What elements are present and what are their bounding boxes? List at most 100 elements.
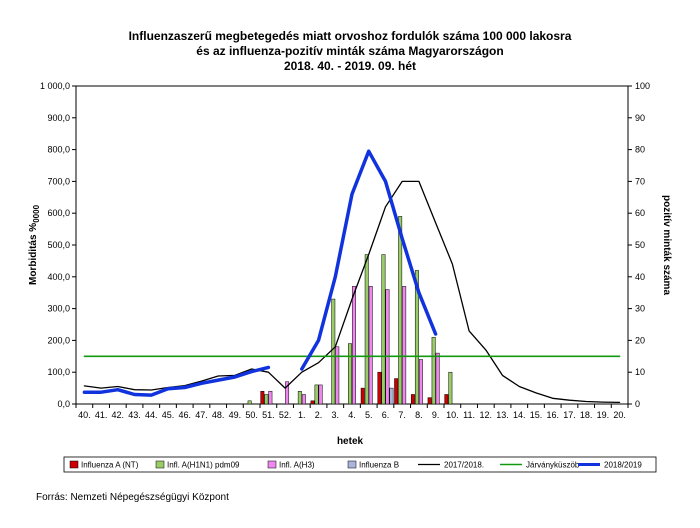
- left-tick-label: 800,0: [47, 145, 70, 155]
- left-tick-label: 700,0: [47, 176, 70, 186]
- x-tick-label: 43.: [128, 410, 141, 420]
- x-axis-ticks: 40. 41. 42. 43. 44. 45. 46. 47. 48. 49. 50. 51. 52. 1…: [75, 404, 629, 420]
- chart-title-line-1: Influenzaszerű megbetegedés miatt orvosh…: [129, 29, 572, 43]
- right-tick-label: 90: [635, 113, 645, 123]
- legend: Influenza A (NT) Infl. A(H1N1) pdm09 Infl.…: [69, 460, 642, 470]
- legend-label-4: 2017/2018.: [444, 461, 484, 470]
- x-axis-label: hetek: [337, 436, 364, 447]
- right-tick-label: 30: [635, 304, 645, 314]
- x-tick-label: 17.: [563, 410, 576, 420]
- legend-label-6: 2018/2019: [604, 461, 642, 470]
- x-tick-label: 50.: [245, 410, 258, 420]
- line-series-0: [83, 180, 621, 404]
- bar-0-11: [260, 391, 265, 405]
- x-tick-label: 12.: [480, 410, 493, 420]
- right-tick-label: 50: [635, 240, 645, 250]
- left-tick-label: 100,0: [47, 367, 70, 377]
- x-tick-label: 6.: [382, 410, 390, 420]
- bar-2-12: [285, 381, 290, 405]
- right-tick-label: 0: [635, 399, 640, 409]
- right-tick-label: 60: [635, 208, 645, 218]
- left-axis-label-main: Morbiditás: [28, 232, 39, 285]
- right-tick-label: 70: [635, 176, 645, 186]
- chart-title: Influenzaszerű megbetegedés miatt orvosh…: [129, 29, 572, 73]
- chart-title-line-3: 2018. 40. - 2019. 09. hét: [284, 59, 416, 73]
- bar-1-11: [264, 394, 269, 405]
- line-series: [82, 149, 621, 404]
- right-tick-label: 10: [635, 367, 645, 377]
- x-tick-label: 5.: [365, 410, 373, 420]
- line-series-2: [82, 149, 438, 397]
- left-axis-label-unit: %: [28, 223, 39, 232]
- bar-1-18: [381, 254, 386, 405]
- x-tick-label: 7.: [398, 410, 406, 420]
- x-tick-label: 14.: [513, 410, 526, 420]
- x-tick-label: 10.: [446, 410, 459, 420]
- x-tick-label: 51.: [262, 410, 275, 420]
- x-tick-label: 48.: [212, 410, 225, 420]
- left-tick-label: 400,0: [47, 272, 70, 282]
- left-tick-label: 1 000,0: [40, 81, 70, 91]
- x-tick-label: 11.: [463, 410, 475, 420]
- legend-swatch-3: [347, 460, 357, 469]
- bar-2-13: [301, 394, 306, 405]
- left-tick-label: 200,0: [47, 335, 70, 345]
- bar-0-14: [310, 400, 315, 405]
- x-tick-label: 45.: [162, 410, 175, 420]
- bar-0-17: [360, 387, 365, 405]
- bar-2-21: [435, 352, 440, 405]
- legend-label-2: Infl. A(H3): [279, 461, 315, 470]
- right-axis-ticks: 0 10 20 30 40 50 60 70 80 90 100: [628, 81, 650, 409]
- bar-1-10: [247, 400, 252, 405]
- chart-title-line-2: és az influenza-pozitív minták száma Mag…: [196, 44, 503, 58]
- bar-1-15: [331, 298, 336, 405]
- right-axis-label: pozitív minták száma: [661, 195, 672, 295]
- bar-2-18: [385, 289, 390, 405]
- legend-swatch-1: [155, 460, 165, 469]
- bar-0-19: [394, 378, 399, 405]
- legend-swatch-0: [69, 460, 79, 469]
- x-tick-label: 40.: [78, 410, 91, 420]
- bar-2-15: [335, 346, 340, 405]
- bar-2-16: [352, 286, 356, 405]
- bar-1-17: [364, 254, 369, 405]
- left-tick-label: 500,0: [47, 240, 70, 250]
- left-tick-label: 300,0: [47, 304, 70, 314]
- right-tick-label: 100: [635, 81, 650, 91]
- x-tick-label: 1.: [298, 410, 306, 420]
- x-tick-label: 52.: [279, 410, 292, 420]
- bar-0-22: [444, 394, 449, 405]
- left-tick-label: 0,0: [57, 399, 70, 409]
- bar-2-20: [418, 359, 423, 405]
- x-tick-label: 15.: [530, 410, 543, 420]
- bar-0-20: [410, 394, 415, 405]
- x-tick-label: 47.: [195, 410, 208, 420]
- x-tick-label: 9.: [432, 410, 440, 420]
- right-tick-label: 80: [635, 145, 645, 155]
- legend-label-0: Influenza A (NT): [81, 461, 139, 470]
- x-tick-label: 3.: [332, 410, 340, 420]
- x-tick-label: 16.: [546, 410, 559, 420]
- x-tick-label: 2.: [315, 410, 323, 420]
- bar-1-16: [348, 343, 352, 405]
- bar-1-21: [431, 336, 436, 405]
- x-tick-label: 41.: [95, 410, 108, 420]
- x-tick-label: 19.: [597, 410, 610, 420]
- bar-2-19: [402, 286, 407, 405]
- x-tick-label: 20.: [613, 410, 626, 420]
- bar-series: [247, 216, 453, 405]
- x-tick-label: 42.: [112, 410, 125, 420]
- source-note: Forrás: Nemzeti Népegészségügyi Központ: [36, 492, 229, 503]
- bar-1-14: [314, 384, 319, 405]
- bar-0-18: [377, 371, 382, 405]
- left-tick-label: 900,0: [47, 113, 70, 123]
- x-tick-label: 18.: [580, 410, 593, 420]
- left-tick-label: 600,0: [47, 208, 70, 218]
- left-axis-label: Morbiditás %0000: [28, 204, 41, 285]
- bar-1-19: [398, 216, 403, 405]
- legend-label-1: Infl. A(H1N1) pdm09: [167, 461, 240, 470]
- bar-1-20: [414, 270, 419, 405]
- right-tick-label: 40: [635, 272, 645, 282]
- x-tick-label: 13.: [496, 410, 509, 420]
